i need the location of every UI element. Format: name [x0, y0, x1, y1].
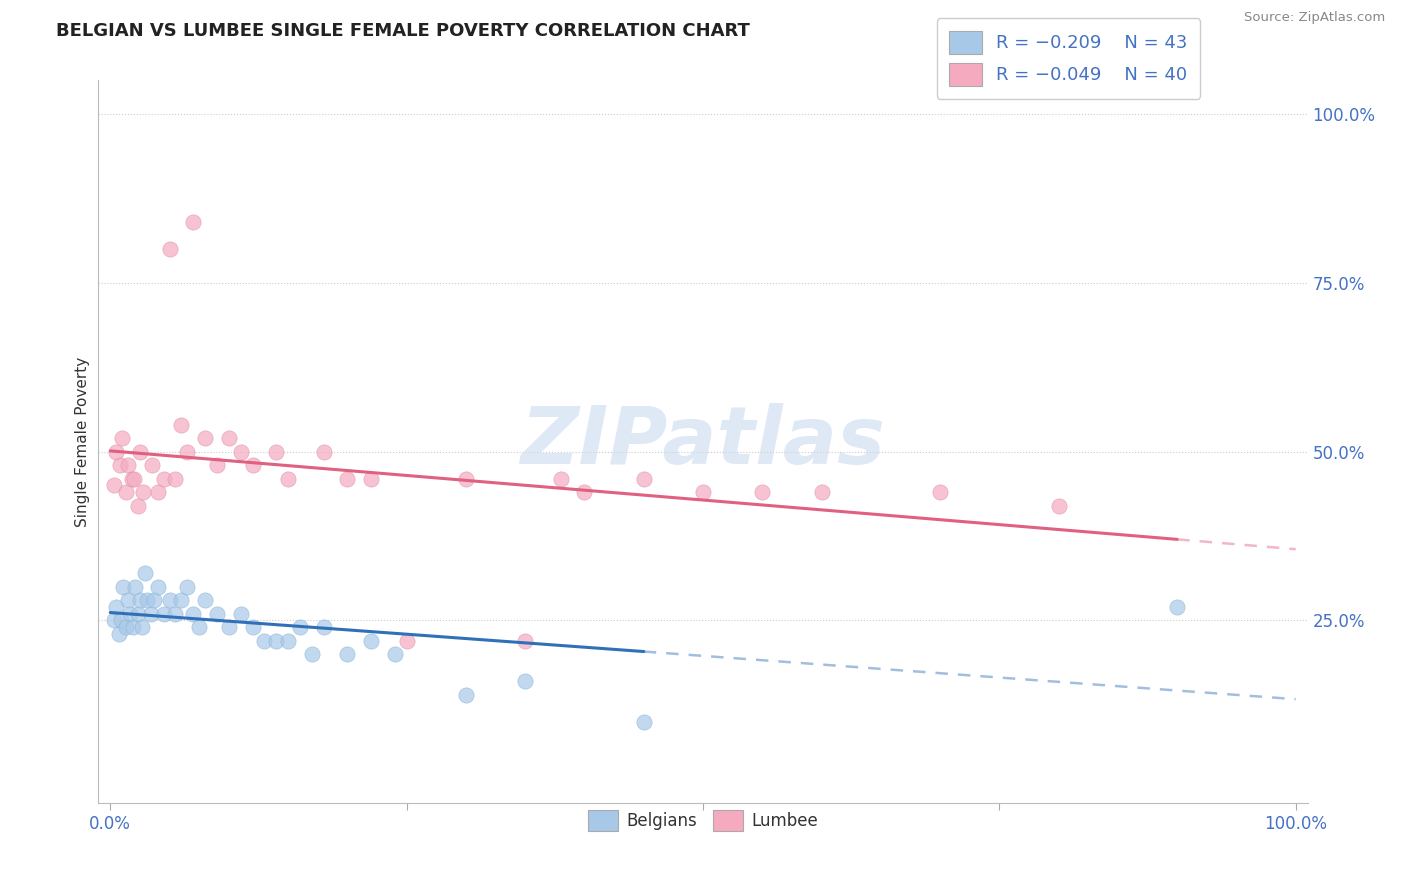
Point — [127, 499, 149, 513]
Point — [170, 593, 193, 607]
Point — [112, 580, 135, 594]
Point — [114, 485, 136, 500]
Point — [136, 593, 159, 607]
Point — [114, 620, 136, 634]
Point — [384, 647, 406, 661]
Point — [181, 215, 204, 229]
Point — [143, 593, 166, 607]
Point — [218, 431, 240, 445]
Point — [152, 472, 174, 486]
Point — [264, 444, 287, 458]
Point — [176, 580, 198, 594]
Point — [105, 444, 128, 458]
Point — [264, 633, 287, 648]
Point — [170, 417, 193, 432]
Y-axis label: Single Female Poverty: Single Female Poverty — [75, 357, 90, 526]
Point — [810, 485, 832, 500]
Point — [181, 607, 204, 621]
Point — [117, 458, 139, 472]
Point — [121, 472, 143, 486]
Point — [1047, 499, 1070, 513]
Point — [550, 472, 572, 486]
Point — [301, 647, 323, 661]
Point — [218, 620, 240, 634]
Point — [111, 431, 134, 445]
Point — [120, 607, 142, 621]
Point — [159, 242, 181, 256]
Point — [103, 614, 125, 628]
Point — [277, 472, 299, 486]
Point — [132, 485, 155, 500]
Point — [229, 607, 252, 621]
Point — [129, 444, 152, 458]
Point — [205, 607, 228, 621]
Point — [159, 593, 181, 607]
Point — [692, 485, 714, 500]
Point — [751, 485, 773, 500]
Point — [139, 607, 162, 621]
Point — [574, 485, 596, 500]
Point — [141, 458, 163, 472]
Point — [121, 620, 143, 634]
Point — [176, 444, 198, 458]
Point — [633, 472, 655, 486]
Point — [1166, 599, 1188, 614]
Point — [131, 620, 153, 634]
Point — [253, 633, 276, 648]
Point — [336, 472, 359, 486]
Point — [336, 647, 359, 661]
Text: BELGIAN VS LUMBEE SINGLE FEMALE POVERTY CORRELATION CHART: BELGIAN VS LUMBEE SINGLE FEMALE POVERTY … — [56, 22, 751, 40]
Point — [242, 458, 264, 472]
Point — [454, 688, 477, 702]
Point — [110, 614, 132, 628]
Point — [152, 607, 174, 621]
Point — [103, 478, 125, 492]
Point — [124, 580, 146, 594]
Point — [929, 485, 952, 500]
Point — [277, 633, 299, 648]
Point — [633, 714, 655, 729]
Point — [360, 633, 382, 648]
Point — [205, 458, 228, 472]
Point — [146, 580, 169, 594]
Point — [360, 472, 382, 486]
Point — [108, 458, 131, 472]
Legend: Belgians, Lumbee: Belgians, Lumbee — [581, 803, 825, 838]
Point — [454, 472, 477, 486]
Point — [146, 485, 169, 500]
Text: ZIPatlas: ZIPatlas — [520, 402, 886, 481]
Point — [165, 472, 187, 486]
Point — [107, 627, 129, 641]
Point — [242, 620, 264, 634]
Point — [288, 620, 311, 634]
Point — [134, 566, 156, 581]
Point — [229, 444, 252, 458]
Point — [188, 620, 211, 634]
Point — [165, 607, 187, 621]
Point — [194, 593, 217, 607]
Text: Source: ZipAtlas.com: Source: ZipAtlas.com — [1244, 11, 1385, 24]
Point — [395, 633, 418, 648]
Point — [312, 620, 335, 634]
Point — [194, 431, 217, 445]
Point — [312, 444, 335, 458]
Point — [105, 599, 128, 614]
Point — [515, 633, 537, 648]
Point — [117, 593, 139, 607]
Point — [129, 593, 152, 607]
Point — [127, 607, 149, 621]
Point — [122, 472, 145, 486]
Point — [515, 674, 537, 689]
